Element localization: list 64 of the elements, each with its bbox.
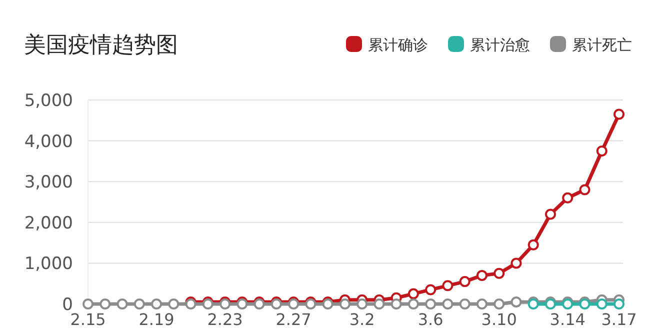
point (425, 298, 436, 310)
point (579, 298, 590, 310)
x-tick-label: 3.14 (550, 310, 586, 329)
point (596, 146, 608, 156)
y-tick-label: 2,000 (24, 213, 73, 234)
point (254, 298, 265, 310)
point (390, 298, 402, 310)
point (476, 298, 488, 310)
point (339, 298, 350, 310)
point (116, 298, 128, 310)
x-tick-label: 3.17 (601, 310, 637, 329)
point (202, 298, 214, 310)
y-tick-label: 1,000 (24, 254, 73, 274)
point (134, 298, 145, 310)
y-tick-label: 5,000 (24, 91, 73, 111)
point (425, 284, 436, 296)
point (408, 288, 419, 300)
point (236, 298, 248, 310)
x-tick-label: 2.23 (207, 310, 243, 329)
point (82, 298, 94, 310)
chart-title: 美国疫情趋势图 (24, 33, 178, 58)
point (288, 298, 300, 310)
point (476, 270, 488, 281)
point (596, 298, 608, 310)
point (528, 239, 539, 250)
point (562, 298, 574, 310)
y-tick-label: 3,000 (24, 172, 73, 193)
point (168, 298, 180, 310)
x-tick-label: 3.6 (418, 310, 444, 329)
point (185, 298, 196, 310)
point (100, 298, 111, 310)
point (220, 298, 231, 310)
x-tick-label: 3.10 (481, 310, 517, 329)
point (579, 184, 590, 196)
y-tick-label: 4,000 (24, 132, 73, 152)
y-tick-label: 0 (62, 295, 73, 315)
point (270, 298, 282, 310)
point (510, 258, 522, 269)
point (408, 298, 419, 310)
point (459, 276, 470, 288)
point (305, 298, 316, 310)
point (528, 298, 539, 310)
point (494, 268, 505, 279)
point (151, 298, 162, 310)
point (356, 298, 368, 310)
point (562, 192, 574, 204)
legend-label: 累计确诊 (368, 36, 428, 54)
legend-label: 累计治愈 (470, 36, 530, 54)
point (374, 298, 385, 310)
point (544, 298, 556, 310)
point (494, 298, 505, 310)
legend-label: 累计死亡 (572, 36, 632, 54)
point (510, 296, 522, 308)
x-tick-label: 3.2 (349, 310, 375, 329)
point (322, 298, 334, 310)
x-tick-label: 2.27 (276, 310, 312, 329)
point (614, 108, 624, 120)
x-tick-label: 2.15 (70, 310, 106, 329)
x-tick-label: 2.19 (138, 310, 174, 329)
point (442, 298, 454, 310)
point (614, 298, 624, 310)
point (459, 298, 470, 310)
point (544, 208, 556, 220)
point (442, 280, 454, 292)
